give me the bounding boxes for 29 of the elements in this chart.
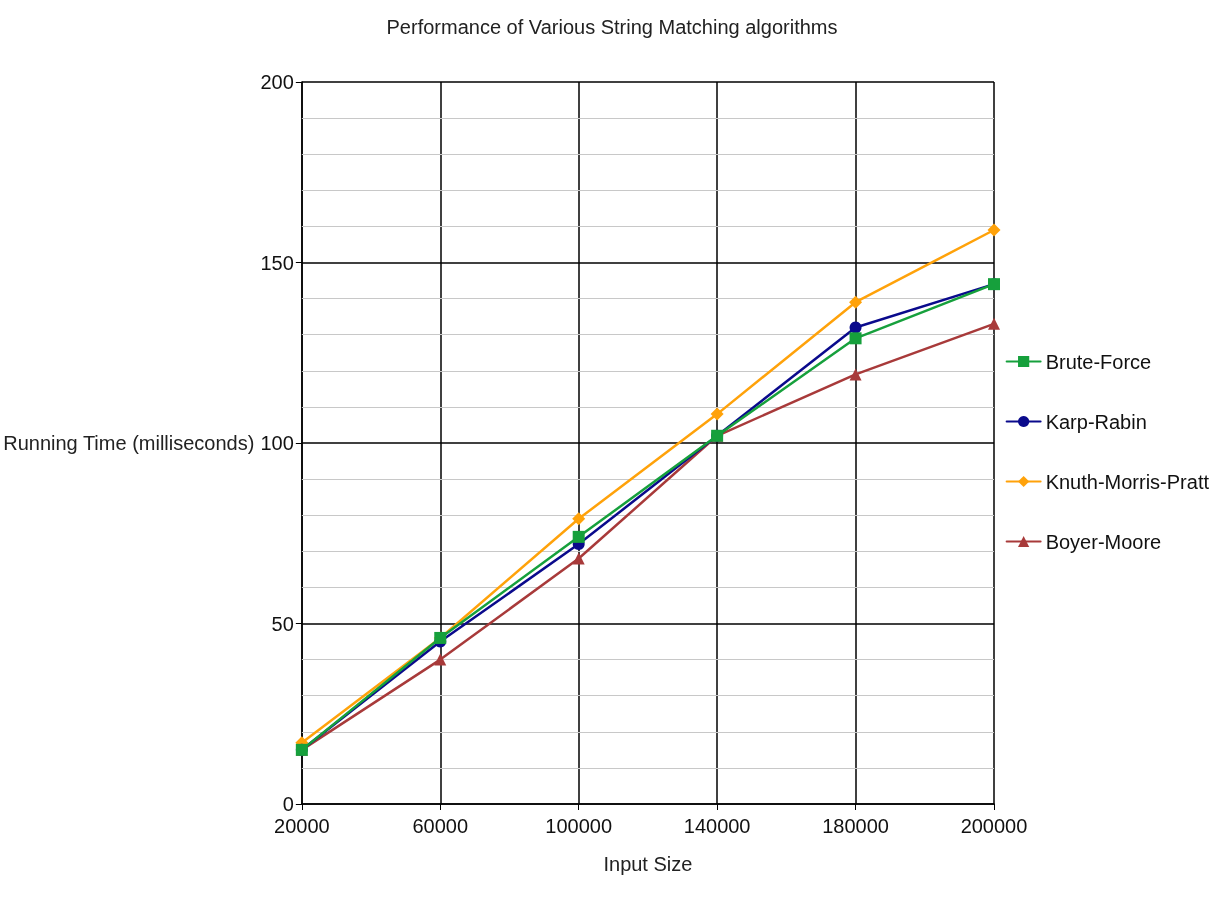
x-tick-label: 180000 xyxy=(822,815,889,837)
chart-title: Performance of Various String Matching algorithms xyxy=(386,16,838,38)
point xyxy=(572,552,585,565)
x-tick-label: 60000 xyxy=(412,815,469,837)
point xyxy=(849,295,863,309)
point xyxy=(572,512,586,526)
y-tick-label: 0 xyxy=(282,793,294,815)
point xyxy=(434,653,447,666)
legend-label: Karp-Rabin xyxy=(1045,410,1147,433)
point xyxy=(710,407,724,421)
legend-label: Knuth-Morris-Pratt xyxy=(1045,470,1210,493)
x-tick-label: 20000 xyxy=(274,815,330,837)
x-tick-label: 140000 xyxy=(683,815,751,837)
point xyxy=(849,368,862,381)
point xyxy=(849,332,862,345)
point xyxy=(987,223,1001,237)
y-tick-label: 100 xyxy=(260,432,294,454)
x-axis-title: Input Size xyxy=(603,853,693,875)
y-tick-label: 150 xyxy=(260,251,294,274)
legend-label: Boyer-Moore xyxy=(1045,530,1162,553)
y-tick-label: 200 xyxy=(260,71,294,93)
legend-label: Brute-Force xyxy=(1045,350,1152,373)
y-axis-title: Running Time (milliseconds) xyxy=(3,432,255,454)
x-tick-label: 200000 xyxy=(960,815,1028,837)
point xyxy=(988,317,1000,330)
point xyxy=(572,530,585,543)
y-tick-label: 50 xyxy=(271,612,294,635)
point xyxy=(849,321,862,334)
x-tick-label: 100000 xyxy=(545,815,613,837)
